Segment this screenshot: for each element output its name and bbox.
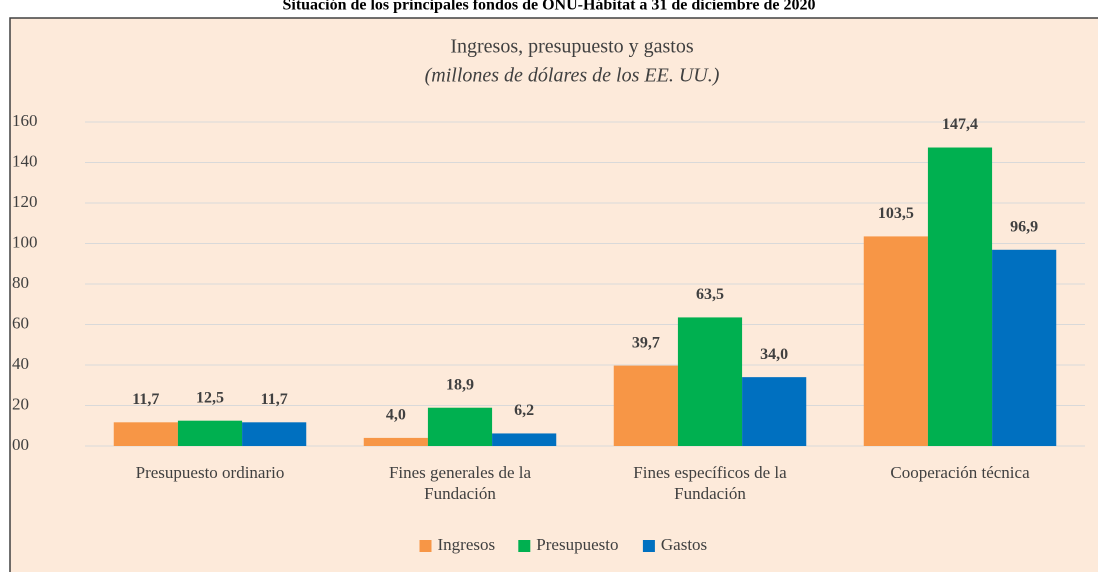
value-label: 96,9 (1010, 218, 1038, 235)
bar (242, 422, 307, 446)
legend-label: Gastos (661, 535, 707, 554)
y-tick-label: 140 (12, 151, 38, 170)
value-label: 147,4 (942, 116, 978, 133)
value-label: 11,7 (261, 391, 288, 408)
y-tick-label: 120 (12, 192, 38, 211)
x-tick-label: Fines generales de la Fundación (388, 463, 532, 503)
legend-swatch (518, 540, 531, 552)
x-tick-label: Presupuesto ordinario (135, 463, 285, 482)
value-label: 11,7 (132, 391, 159, 408)
bar (492, 433, 557, 446)
value-label: 4,0 (386, 407, 406, 424)
bar (177, 420, 243, 446)
legend-label: Presupuesto (536, 535, 618, 554)
bar (427, 407, 493, 446)
bar (742, 377, 807, 446)
legend-swatch (642, 540, 655, 552)
bar (927, 147, 993, 446)
y-tick-label: 80 (12, 273, 29, 292)
value-label: 6,2 (514, 402, 534, 419)
x-tick-label: Cooperación técnica (890, 463, 1030, 482)
value-label: 63,5 (696, 286, 724, 303)
bar (113, 422, 178, 446)
y-tick-label: 160 (12, 111, 38, 130)
legend-label: Ingresos (438, 535, 496, 554)
value-label: 103,5 (878, 205, 914, 222)
y-tick-label: 60 (12, 313, 29, 332)
x-tick-label: Fines específicos de la Fundación (633, 463, 787, 503)
legend-swatch (419, 540, 432, 552)
y-tick-label: 40 (12, 354, 29, 373)
bar (613, 365, 678, 446)
chart-title: Ingresos, presupuesto y gastos (450, 36, 694, 58)
figure-title: Situación de los principales fondos de O… (282, 0, 815, 14)
bar (863, 236, 928, 446)
bar (677, 317, 743, 446)
y-tick-label: 00 (12, 435, 29, 454)
value-label: 39,7 (632, 334, 660, 351)
value-label: 12,5 (196, 389, 224, 406)
value-label: 18,9 (446, 376, 474, 393)
chart-subtitle: (millones de dólares de los EE. UU.) (425, 65, 720, 87)
y-tick-label: 100 (12, 232, 38, 251)
value-label: 34,0 (760, 346, 788, 363)
bar (363, 437, 428, 446)
y-tick-label: 20 (12, 394, 29, 413)
bar (992, 249, 1057, 446)
